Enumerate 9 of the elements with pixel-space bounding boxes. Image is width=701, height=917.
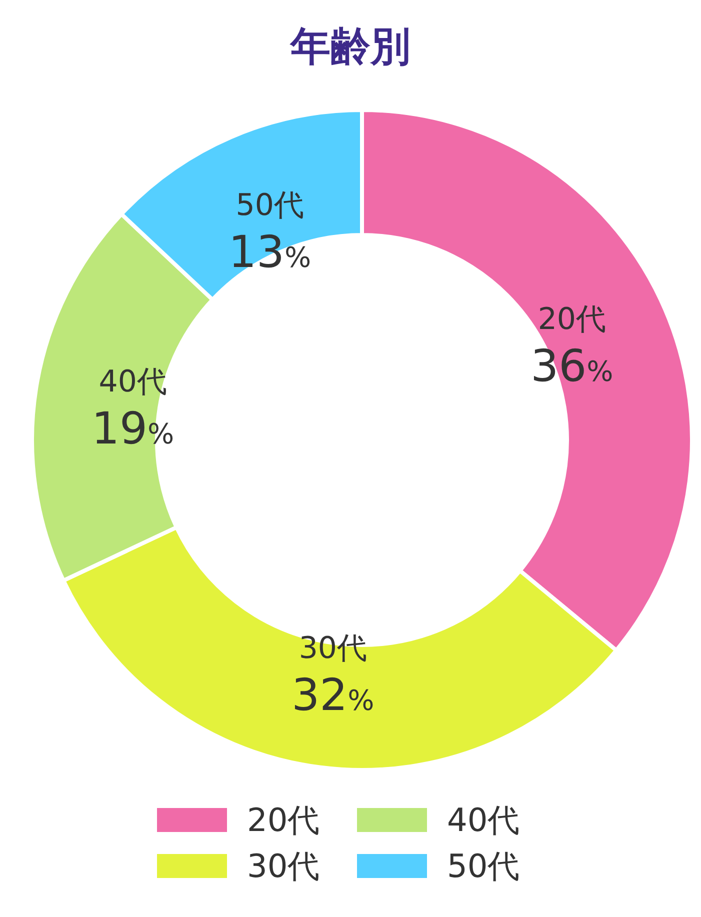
data-label: 13%	[228, 227, 312, 278]
legend-label: 30代	[247, 847, 320, 885]
data-label: 32%	[292, 670, 374, 722]
slice-label: 50代	[236, 188, 304, 224]
legend-label: 20代	[247, 801, 320, 839]
legend-label: 50代	[447, 847, 520, 885]
legend-label: 40代	[447, 801, 520, 839]
title: 年齢別	[290, 24, 410, 70]
slice-label: 20代	[538, 302, 606, 338]
